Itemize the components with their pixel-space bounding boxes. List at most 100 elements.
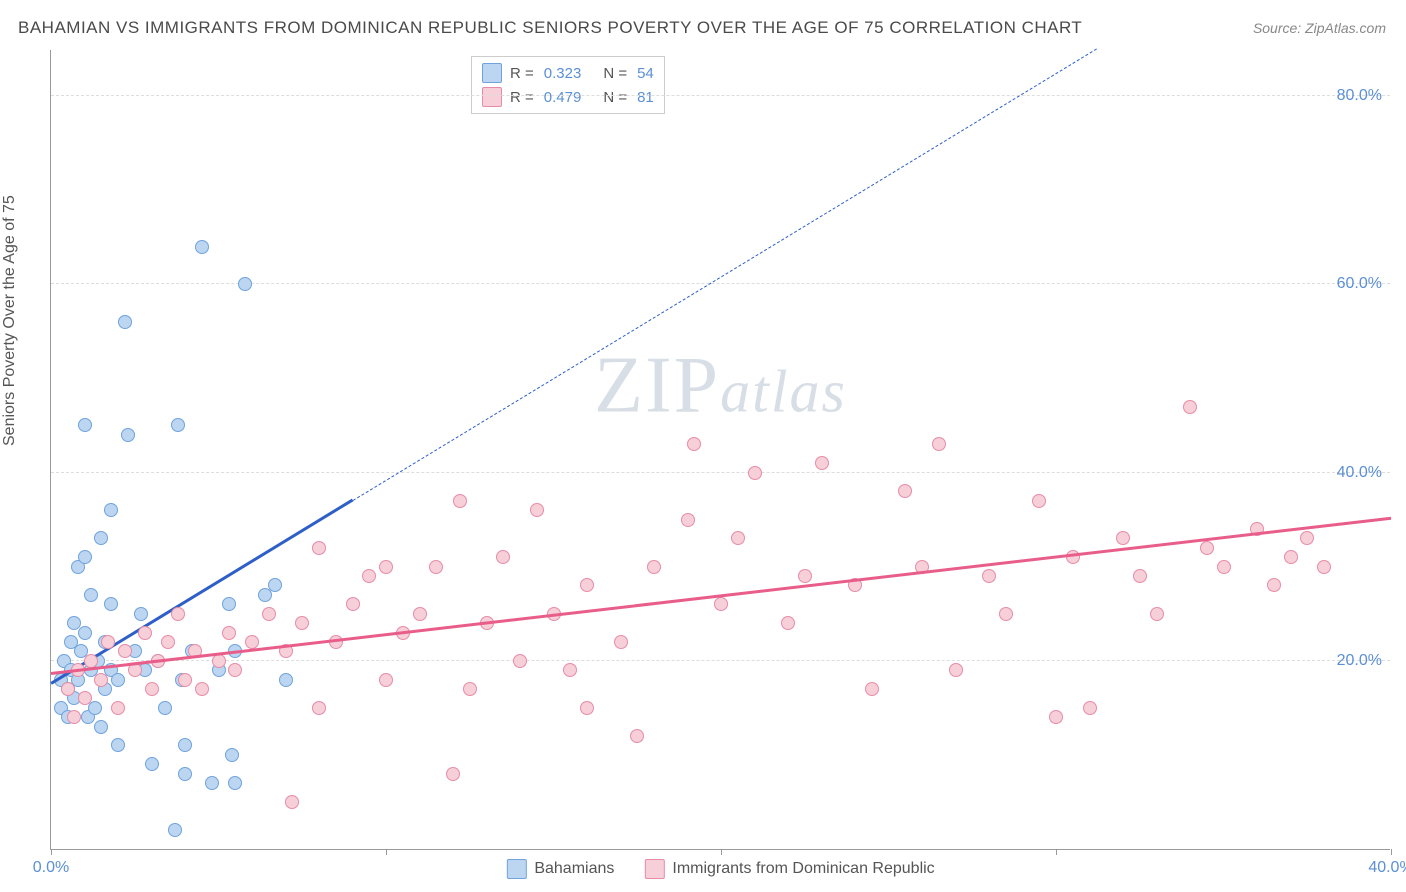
scatter-point (999, 607, 1013, 621)
scatter-point (94, 673, 108, 687)
scatter-point (1317, 560, 1331, 574)
scatter-point (285, 795, 299, 809)
legend-bottom-swatch-1 (506, 859, 526, 879)
scatter-point (898, 484, 912, 498)
scatter-point (748, 466, 762, 480)
scatter-point (171, 418, 185, 432)
scatter-point (245, 635, 259, 649)
scatter-point (121, 428, 135, 442)
y-tick-label: 80.0% (1337, 87, 1382, 105)
y-tick-label: 60.0% (1337, 275, 1382, 293)
scatter-point (1116, 531, 1130, 545)
watermark-zip: ZIP (594, 341, 720, 429)
scatter-point (362, 569, 376, 583)
scatter-point (1217, 560, 1231, 574)
legend-item-2: Immigrants from Dominican Republic (644, 859, 934, 879)
scatter-point (222, 597, 236, 611)
scatter-point (1300, 531, 1314, 545)
scatter-point (111, 673, 125, 687)
scatter-point (212, 654, 226, 668)
scatter-point (453, 494, 467, 508)
scatter-point (630, 729, 644, 743)
scatter-point (798, 569, 812, 583)
scatter-point (463, 682, 477, 696)
scatter-point (67, 710, 81, 724)
scatter-point (429, 560, 443, 574)
grid-line (51, 95, 1390, 96)
scatter-point (238, 277, 252, 291)
scatter-point (865, 682, 879, 696)
n-value-2: 81 (637, 89, 654, 106)
scatter-point (111, 701, 125, 715)
scatter-point (178, 738, 192, 752)
legend-row-series-1: R = 0.323 N = 54 (482, 61, 654, 85)
scatter-point (161, 635, 175, 649)
r-label-2: R = (510, 89, 534, 106)
legend-swatch-1 (482, 63, 502, 83)
scatter-point (168, 823, 182, 837)
watermark: ZIPatlas (594, 340, 847, 431)
scatter-point (84, 588, 98, 602)
scatter-point (647, 560, 661, 574)
grid-line (51, 660, 1390, 661)
scatter-point (687, 437, 701, 451)
legend-bottom-swatch-2 (644, 859, 664, 879)
series-legend: Bahamians Immigrants from Dominican Repu… (506, 859, 934, 879)
scatter-point (118, 644, 132, 658)
watermark-atlas: atlas (720, 358, 847, 424)
scatter-point (228, 776, 242, 790)
scatter-point (295, 616, 309, 630)
r-value-1: 0.323 (544, 65, 582, 82)
scatter-point (178, 673, 192, 687)
scatter-point (815, 456, 829, 470)
legend-item-1: Bahamians (506, 859, 614, 879)
scatter-point (949, 663, 963, 677)
scatter-point (714, 597, 728, 611)
scatter-point (563, 663, 577, 677)
scatter-point (312, 541, 326, 555)
x-tick (721, 849, 722, 855)
scatter-point (312, 701, 326, 715)
scatter-point (205, 776, 219, 790)
scatter-point (268, 578, 282, 592)
r-value-2: 0.479 (544, 89, 582, 106)
legend-bottom-label-1: Bahamians (534, 860, 614, 878)
scatter-point (145, 682, 159, 696)
scatter-point (138, 626, 152, 640)
scatter-point (101, 635, 115, 649)
scatter-point (1049, 710, 1063, 724)
scatter-point (104, 503, 118, 517)
scatter-point (228, 663, 242, 677)
y-axis-label: Seniors Poverty Over the Age of 75 (1, 195, 19, 446)
scatter-point (379, 673, 393, 687)
scatter-point (195, 682, 209, 696)
scatter-point (104, 597, 118, 611)
legend-swatch-2 (482, 87, 502, 107)
scatter-point (681, 513, 695, 527)
scatter-point (1083, 701, 1097, 715)
scatter-point (1267, 578, 1281, 592)
x-tick-label: 40.0% (1368, 859, 1406, 877)
scatter-point (1133, 569, 1147, 583)
scatter-point (279, 673, 293, 687)
scatter-point (61, 682, 75, 696)
scatter-point (158, 701, 172, 715)
plot-area: ZIPatlas R = 0.323 N = 54 R = 0.479 N = … (50, 50, 1390, 850)
source-label: Source: ZipAtlas.com (1253, 20, 1386, 36)
scatter-point (413, 607, 427, 621)
n-label-1: N = (603, 65, 627, 82)
scatter-point (134, 607, 148, 621)
scatter-point (118, 315, 132, 329)
grid-line (51, 472, 1390, 473)
scatter-point (513, 654, 527, 668)
scatter-point (1150, 607, 1164, 621)
scatter-point (379, 560, 393, 574)
scatter-point (446, 767, 460, 781)
y-tick-label: 20.0% (1337, 652, 1382, 670)
scatter-point (982, 569, 996, 583)
x-tick-label: 0.0% (33, 859, 69, 877)
x-tick (386, 849, 387, 855)
scatter-point (1183, 400, 1197, 414)
scatter-point (496, 550, 510, 564)
scatter-point (731, 531, 745, 545)
